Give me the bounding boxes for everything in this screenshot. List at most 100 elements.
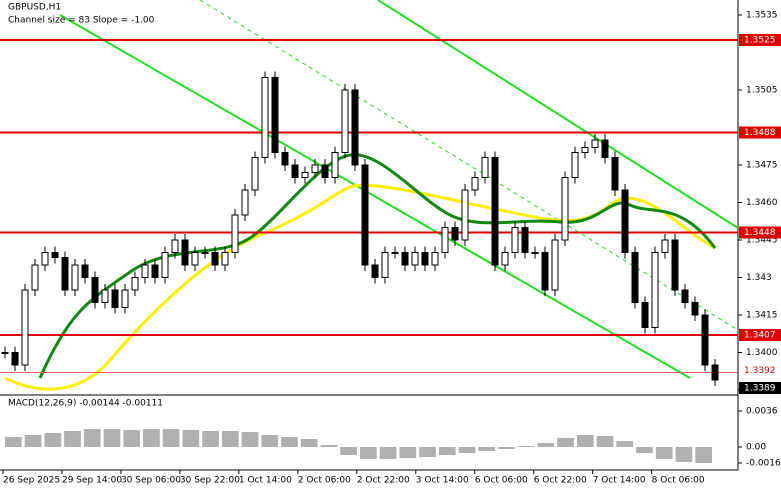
candle <box>211 252 219 266</box>
candle <box>661 239 669 253</box>
candle <box>711 364 719 381</box>
chart-title: GBPUSD,H1 <box>8 3 61 13</box>
channel-mid <box>199 0 739 331</box>
candle <box>221 252 229 266</box>
level-tag <box>739 126 781 139</box>
macd-bar <box>340 447 357 455</box>
candle <box>251 157 259 191</box>
level-tag <box>739 226 781 239</box>
macd-bar <box>399 447 417 458</box>
candle <box>101 289 109 303</box>
level-label: 1.3407 <box>744 331 776 341</box>
macd-tick-label: -0.0016 <box>746 459 781 469</box>
macd-bar <box>24 435 42 447</box>
macd-bar <box>221 431 239 447</box>
macd-bar <box>123 430 141 447</box>
candle <box>391 252 399 254</box>
macd-bar <box>517 446 535 447</box>
macd-bar <box>379 447 397 459</box>
candle <box>651 252 659 328</box>
candle <box>431 252 439 266</box>
candle <box>371 264 379 278</box>
candle <box>541 252 549 291</box>
candle <box>161 252 169 278</box>
candle <box>531 252 539 254</box>
candle <box>291 164 299 178</box>
x-tick-label: 2 Oct 22:00 <box>357 476 410 486</box>
macd-bar <box>675 447 693 462</box>
chart-subtitle: Channel size = 83 Slope = -1.00 <box>8 16 155 26</box>
macd-bar <box>537 443 555 447</box>
macd-bar <box>458 447 476 453</box>
level-tag <box>739 34 781 46</box>
candle <box>181 239 189 266</box>
x-tick-label: 6 Oct 22:00 <box>534 476 587 486</box>
x-tick-label: 1 Oct 14:00 <box>239 476 292 486</box>
candle <box>341 89 349 153</box>
candle <box>311 164 319 173</box>
candle <box>71 264 79 291</box>
candle <box>451 227 459 241</box>
macd-bar <box>320 445 338 447</box>
candle <box>691 302 699 316</box>
macd-bar <box>360 447 377 459</box>
y-tick-label: 1.3475 <box>746 161 778 171</box>
candle <box>571 152 579 178</box>
candle <box>31 264 39 291</box>
candle <box>321 164 329 178</box>
candle <box>521 227 529 253</box>
macd-bar <box>616 441 634 447</box>
y-tick-label: 1.343 <box>746 273 772 283</box>
macd-bar <box>261 435 279 447</box>
candle <box>191 252 199 266</box>
y-tick-label: 1.3505 <box>746 86 778 96</box>
candle <box>381 252 389 278</box>
x-tick-label: 30 Sep 22:00 <box>180 476 240 486</box>
channel-line <box>59 14 691 379</box>
candle <box>491 157 499 266</box>
y-tick-label: 1.3400 <box>746 348 778 358</box>
macd-bar <box>241 432 259 447</box>
x-tick-label: 29 Sep 14:00 <box>62 476 122 486</box>
level-tag <box>739 329 781 341</box>
candle <box>631 252 639 303</box>
macd-bar <box>44 433 62 447</box>
candle <box>681 289 689 303</box>
y-tick-label: 1.3415 <box>746 311 778 321</box>
candle <box>41 252 49 266</box>
candle <box>471 177 479 191</box>
level-label: 1.3448 <box>744 228 776 238</box>
candle <box>171 239 179 253</box>
candle <box>81 264 89 278</box>
channel-line <box>377 0 739 229</box>
candle <box>281 152 289 166</box>
candle <box>241 189 249 216</box>
candle <box>561 177 569 241</box>
candle <box>441 227 449 253</box>
candle <box>131 277 139 291</box>
candle <box>301 172 309 178</box>
macd-bar <box>64 431 81 447</box>
candle <box>411 252 419 266</box>
candle <box>581 147 589 153</box>
candle <box>421 252 429 266</box>
y-tick-label: 1.3535 <box>746 11 778 21</box>
x-tick-label: 8 Oct 06:00 <box>652 476 705 486</box>
macd-bar <box>182 430 200 447</box>
x-tick-label: 6 Oct 06:00 <box>475 476 528 486</box>
macd-bar <box>103 429 121 447</box>
candle <box>11 352 19 366</box>
candle <box>121 289 129 308</box>
candle <box>461 189 469 241</box>
candle <box>331 152 339 178</box>
macd-bar <box>5 437 22 447</box>
candle <box>351 89 359 166</box>
candle <box>641 302 649 328</box>
y-tick-label: 1.3460 <box>746 198 778 208</box>
candle <box>481 157 489 178</box>
moving-average <box>4 183 716 391</box>
candle <box>141 264 149 278</box>
macd-bar <box>655 447 673 459</box>
